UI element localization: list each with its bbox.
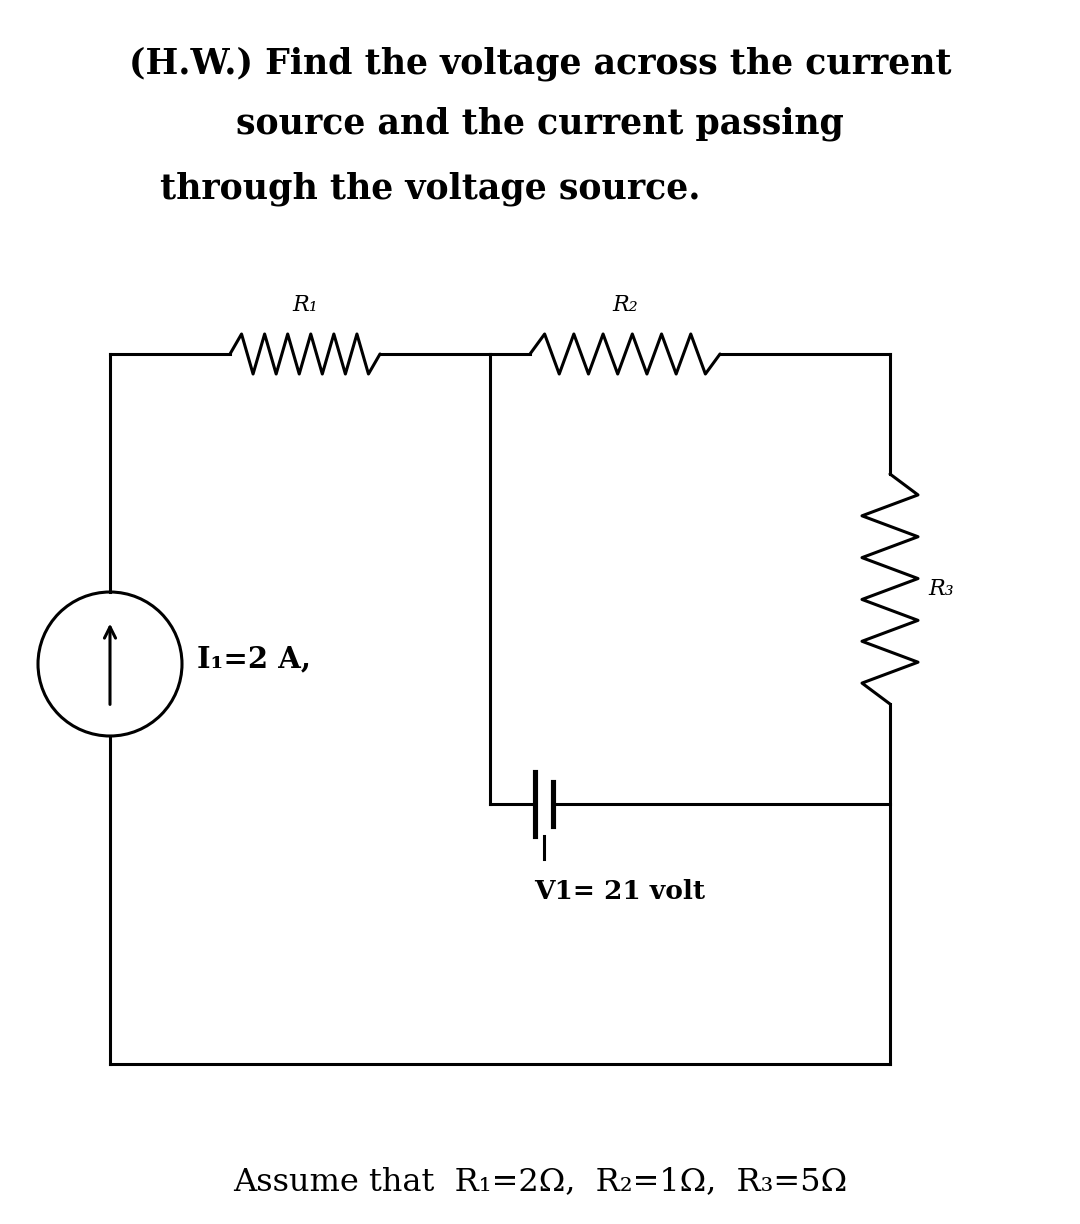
Text: Assume that  R₁=2Ω,  R₂=1Ω,  R₃=5Ω: Assume that R₁=2Ω, R₂=1Ω, R₃=5Ω	[233, 1166, 847, 1197]
Text: V1= 21 volt: V1= 21 volt	[535, 879, 705, 905]
Text: R₂: R₂	[612, 294, 638, 316]
Text: R₃: R₃	[928, 578, 954, 600]
Text: source and the current passing: source and the current passing	[237, 106, 843, 141]
Text: R₁: R₁	[293, 294, 318, 316]
Text: through the voltage source.: through the voltage source.	[160, 171, 700, 207]
Text: I₁=2 A,: I₁=2 A,	[197, 645, 311, 673]
Text: (H.W.) Find the voltage across the current: (H.W.) Find the voltage across the curre…	[129, 47, 951, 81]
